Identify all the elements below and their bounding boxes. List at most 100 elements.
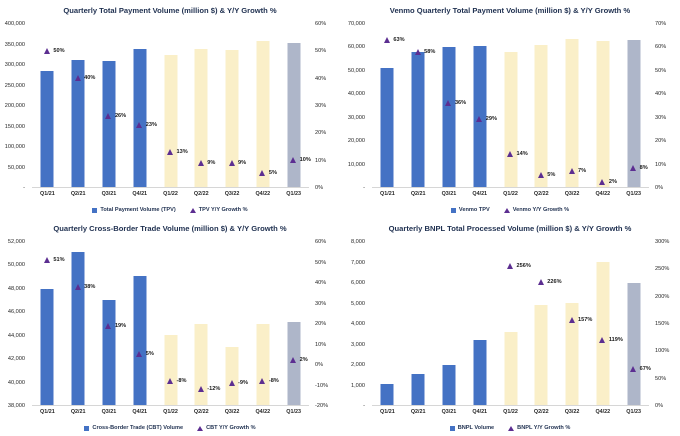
triangle-marker-icon [445, 100, 452, 107]
triangle-marker-icon [383, 37, 390, 44]
y-axis-label: 50% [315, 48, 327, 55]
legend-item: Venmo Y/Y Growth % [503, 207, 570, 213]
y-axis-label: 200% [655, 293, 670, 300]
y-axis-label: 10,000 [347, 161, 365, 168]
plot-area: 63% 58% 36% 29% 14% 5% 7% 2% 8% [372, 24, 649, 188]
y-axis-label: 70% [655, 21, 667, 27]
triangle-marker-icon [537, 279, 544, 286]
y-axis-label: 50,000 [7, 164, 25, 171]
triangle-marker-icon [259, 170, 266, 177]
triangle-marker-icon [43, 48, 50, 55]
bar [442, 365, 456, 405]
y-axis-label: 1,000 [351, 382, 365, 389]
x-axis-label: Q3/21 [441, 409, 457, 415]
growth-value-label: 157% [578, 316, 593, 323]
x-axis-label: Q1/23 [286, 191, 301, 197]
y-axis-label: 42,000 [7, 356, 25, 363]
growth-value-label: 50% [53, 48, 65, 55]
growth-value-label: 63% [393, 37, 405, 44]
y-axis-label: 300,000 [4, 62, 25, 68]
x-axis-label: Q4/22 [595, 409, 611, 415]
legend-label: Cross-Border Trade (CBT) Volume [92, 425, 184, 431]
triangle-marker-icon [568, 167, 575, 174]
y-axis-label: 10% [315, 157, 327, 164]
triangle-marker-icon [290, 357, 297, 364]
y-axis-left: 8,000 7,000 6,000 5,000 4,000 3,000 2,000 1,000… [340, 239, 369, 409]
legend-label: Venmo Y/Y Growth % [512, 207, 570, 213]
x-axis-label: Q2/22 [533, 409, 549, 415]
triangle-marker-icon [476, 116, 483, 123]
growth-value-label: -12% [207, 385, 221, 392]
legend-triangle-icon [508, 425, 515, 431]
y-axis-label: 40,000 [347, 91, 365, 98]
bar [596, 262, 610, 405]
x-axis-label: Q1/23 [626, 191, 641, 197]
chart-total-payment-volume: Quarterly Total Payment Volume (million … [0, 0, 340, 218]
legend-triangle-icon [197, 425, 204, 431]
growth-value-label: 23% [145, 121, 157, 128]
growth-value-label: 9% [207, 159, 216, 166]
chart-title: Quarterly BNPL Total Processed Volume (m… [388, 224, 632, 233]
growth-value-label: 40% [84, 75, 96, 82]
triangle-marker-icon [228, 379, 235, 386]
bar [504, 331, 517, 405]
growth-value-label: 119% [608, 337, 623, 344]
y-axis-label: 50% [315, 259, 327, 266]
growth-value-label: 19% [114, 322, 127, 329]
y-axis-label: 46,000 [7, 309, 25, 316]
x-axis-label: Q2/21 [70, 409, 86, 415]
chart-venmo-tpv: Venmo Quarterly Total Payment Volume (mi… [340, 0, 680, 218]
triangle-marker-icon [197, 159, 204, 166]
legend-square-icon [450, 207, 456, 213]
y-axis-label: 30,000 [347, 114, 365, 121]
legend: Cross-Border Trade (CBT) Volume CBT Y/Y G… [0, 425, 340, 431]
legend-square-icon [92, 207, 98, 213]
x-axis-label: Q4/21 [132, 409, 148, 415]
growth-value-label: 256% [516, 262, 531, 269]
y-axis-label: 20% [315, 130, 327, 137]
x-axis-label: Q4/21 [472, 409, 488, 415]
growth-value-label: 5% [547, 172, 556, 179]
bar [627, 282, 641, 405]
bar [411, 51, 425, 187]
y-axis-label: 50% [655, 67, 667, 74]
legend-label: CBT Y/Y Growth % [206, 425, 256, 431]
y-axis-label: 50,000 [7, 262, 25, 269]
y-axis-label: 20,000 [347, 138, 365, 145]
bar [194, 48, 208, 187]
plot-area: 50% 40% 26% 23% 13% 9% 9% 5% 10% [32, 24, 311, 188]
triangle-marker-icon [105, 322, 112, 329]
y-axis-right: 70% 60% 50% 40% 30% 20% 10% 0% [651, 21, 680, 191]
y-axis-left: 70,000 60,000 50,000 40,000 30,000 20,000 10,0… [340, 21, 369, 191]
legend-label: BNPL Y/Y Growth % [517, 425, 571, 431]
y-axis-label: 38,000 [7, 403, 25, 409]
bar [534, 44, 548, 187]
bar [71, 252, 85, 405]
y-axis-label: 30% [315, 103, 327, 109]
triangle-marker-icon [228, 159, 235, 166]
y-axis-label: 400,000 [4, 21, 25, 27]
y-axis-label: 50,000 [347, 67, 365, 74]
y-axis-label: 60% [315, 239, 327, 245]
growth-value-label: 226% [547, 279, 562, 286]
legend: BNPL Volume BNPL Y/Y Growth % [340, 425, 680, 431]
triangle-marker-icon [414, 48, 421, 55]
y-axis-label: 20% [315, 321, 327, 327]
legend-triangle-icon [189, 207, 196, 213]
bar [256, 41, 270, 187]
x-axis-label: Q1/22 [503, 409, 518, 415]
triangle-marker-icon [74, 75, 81, 82]
growth-value-label: 2% [299, 357, 308, 364]
x-axis: Q1/21 Q2/21 Q3/21 Q4/21 Q1/22 Q2/22 Q3/22 Q4/22… [32, 409, 309, 417]
bar [380, 68, 394, 187]
chart-bnpl-volume: Quarterly BNPL Total Processed Volume (m… [340, 218, 680, 436]
bar [473, 339, 487, 405]
y-axis-label: 7,000 [351, 259, 365, 266]
y-axis-label: 60% [655, 44, 667, 51]
bar [565, 303, 579, 405]
y-axis-label: 200,000 [4, 103, 25, 109]
x-axis-label: Q1/22 [503, 191, 518, 197]
growth-value-label: -8% [176, 377, 187, 384]
bar [411, 374, 425, 405]
growth-value-label: 14% [516, 151, 528, 158]
